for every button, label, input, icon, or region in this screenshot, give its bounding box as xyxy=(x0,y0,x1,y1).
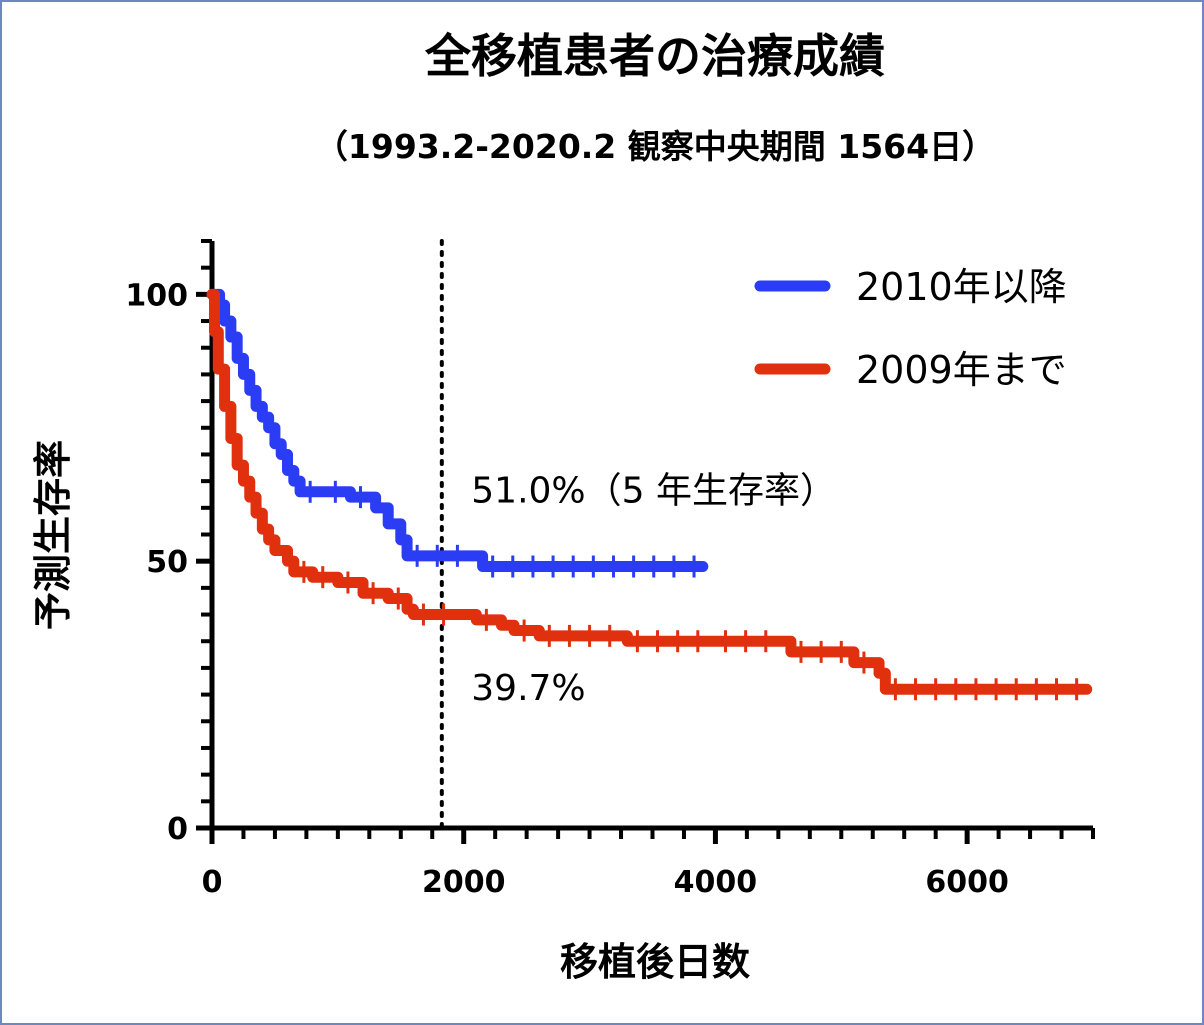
annotation-label: 51.0%（5 年生存率） xyxy=(471,470,836,511)
axes: 0 50 100 0 2000 4000 6000 xyxy=(125,239,1095,900)
y-tick-label: 0 xyxy=(167,812,188,847)
x-tick-label: 2000 xyxy=(422,865,506,900)
y-axis-label: 予測生存率 xyxy=(31,440,75,630)
chart-title: 全移植患者の治療成績 xyxy=(424,29,885,83)
annotations: 51.0%（5 年生存率） 39.7% xyxy=(471,470,836,708)
legend-label-2010: 2010年以降 xyxy=(856,265,1067,309)
x-axis-label: 移植後日数 xyxy=(560,940,750,984)
chart-subtitle: （1993.2-2020.2 観察中央期間 1564日） xyxy=(315,127,995,166)
legend-item-2010: 2010年以降 xyxy=(754,265,1067,309)
series-lines xyxy=(206,288,1093,701)
legend: 2010年以降 2009年まで xyxy=(754,265,1067,392)
series-line-0 xyxy=(206,288,709,573)
x-tick-label: 4000 xyxy=(674,865,758,900)
y-tick-label: 100 xyxy=(125,278,188,313)
x-tick-label: 6000 xyxy=(925,865,1009,900)
x-tick-label: 0 xyxy=(202,865,223,900)
series-line-1 xyxy=(206,288,1093,695)
legend-label-2009: 2009年まで xyxy=(856,348,1067,392)
y-tick-label: 50 xyxy=(146,545,188,580)
legend-item-2009: 2009年まで xyxy=(754,348,1067,392)
annotation-label: 39.7% xyxy=(471,668,585,709)
